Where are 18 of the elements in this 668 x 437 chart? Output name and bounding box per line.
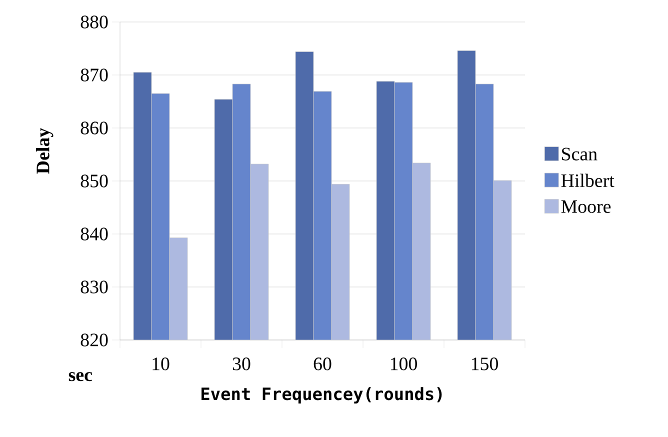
y-tick-label: 870 <box>80 68 108 82</box>
y-tick-label: 880 <box>80 16 108 28</box>
x-axis-title: Event Frequencey(rounds) <box>202 387 442 404</box>
x-tick-label: 100 <box>390 358 417 370</box>
legend-label: Hilbert <box>561 174 614 188</box>
y-axis-title: Delay <box>36 128 54 174</box>
y-tick-label: 850 <box>80 174 108 188</box>
y-tick-label: 820 <box>80 334 108 346</box>
text: sec <box>68 372 92 382</box>
x-tick-label: 10 <box>152 358 170 370</box>
y-tick-label: 830 <box>80 280 108 294</box>
x-tick-label: 150 <box>472 358 498 370</box>
y-tick-label: 860 <box>80 122 108 134</box>
legend-label: Moore <box>561 200 611 213</box>
x-tick-label: 60 <box>314 358 332 370</box>
y-tick-label: 840 <box>80 228 108 240</box>
x-tick-label: 30 <box>232 358 250 370</box>
legend-label: Scan <box>562 148 598 160</box>
